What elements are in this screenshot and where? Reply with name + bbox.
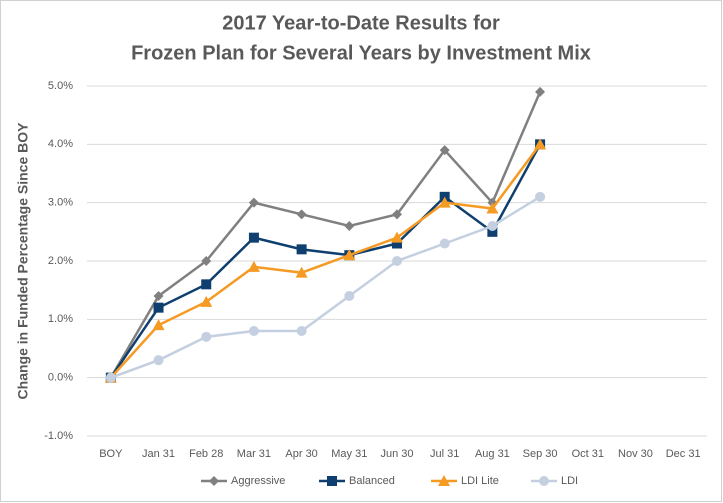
y-axis-label: Change in Funded Percentage Since BOY [15, 122, 31, 400]
marker [535, 191, 546, 202]
marker [247, 260, 260, 272]
marker [392, 238, 402, 249]
y-tick-label: 3.0% [48, 197, 73, 209]
marker [296, 326, 307, 336]
marker [539, 476, 549, 486]
legend-label: Balanced [349, 475, 395, 487]
marker [153, 291, 164, 301]
x-tick-label: Jan 31 [142, 448, 175, 460]
marker [295, 266, 308, 278]
marker [153, 355, 164, 366]
marker [487, 221, 498, 231]
marker [201, 279, 212, 290]
marker [391, 231, 403, 243]
x-tick-label: Feb 28 [189, 448, 223, 460]
marker [439, 145, 450, 156]
marker [248, 232, 259, 243]
x-tick-label: Jul 31 [430, 448, 459, 460]
x-tick-label: Nov 30 [618, 448, 653, 460]
marker [201, 331, 212, 342]
legend-label: LDI Lite [461, 475, 499, 487]
x-tick-label: May 31 [331, 448, 367, 460]
chart-title: Frozen Plan for Several Years by Investm… [131, 42, 591, 64]
marker [152, 319, 165, 331]
marker [248, 197, 259, 208]
legend-label: Aggressive [231, 475, 285, 487]
marker [535, 86, 546, 97]
marker [487, 226, 498, 237]
marker [438, 196, 451, 208]
x-tick-label: Sep 30 [523, 448, 558, 460]
series-line [110, 195, 541, 379]
marker [296, 209, 307, 220]
marker [392, 209, 402, 220]
series-line [109, 143, 542, 379]
x-tick-label: Mar 31 [237, 448, 271, 460]
series-line [109, 143, 542, 379]
y-tick-label: 4.0% [48, 138, 73, 150]
marker [344, 291, 355, 301]
marker [534, 138, 547, 150]
marker [248, 326, 259, 336]
marker [200, 295, 213, 307]
marker [439, 238, 450, 249]
marker [344, 221, 355, 231]
x-tick-label: Apr 30 [285, 448, 317, 460]
marker [327, 476, 337, 486]
marker [486, 202, 499, 214]
marker [209, 476, 219, 486]
y-tick-label: 0.0% [48, 372, 73, 384]
x-tick-label: Aug 31 [475, 448, 510, 460]
y-tick-label: 5.0% [48, 80, 73, 92]
y-tick-label: -1.0% [44, 430, 73, 442]
x-tick-label: Dec 31 [666, 448, 701, 460]
chart-title: 2017 Year-to-Date Results for [222, 12, 500, 34]
marker [343, 249, 356, 261]
legend-label: LDI [561, 475, 578, 487]
x-tick-label: BOY [99, 448, 123, 460]
marker [153, 302, 164, 313]
marker [296, 244, 307, 255]
x-tick-label: Jun 30 [380, 448, 413, 460]
marker [105, 372, 116, 383]
series-line [109, 91, 542, 379]
y-tick-label: 2.0% [48, 255, 73, 267]
x-tick-label: Oct 31 [572, 448, 604, 460]
marker [392, 256, 402, 266]
y-tick-label: 1.0% [48, 313, 73, 325]
marker [438, 475, 450, 486]
marker [201, 256, 212, 266]
